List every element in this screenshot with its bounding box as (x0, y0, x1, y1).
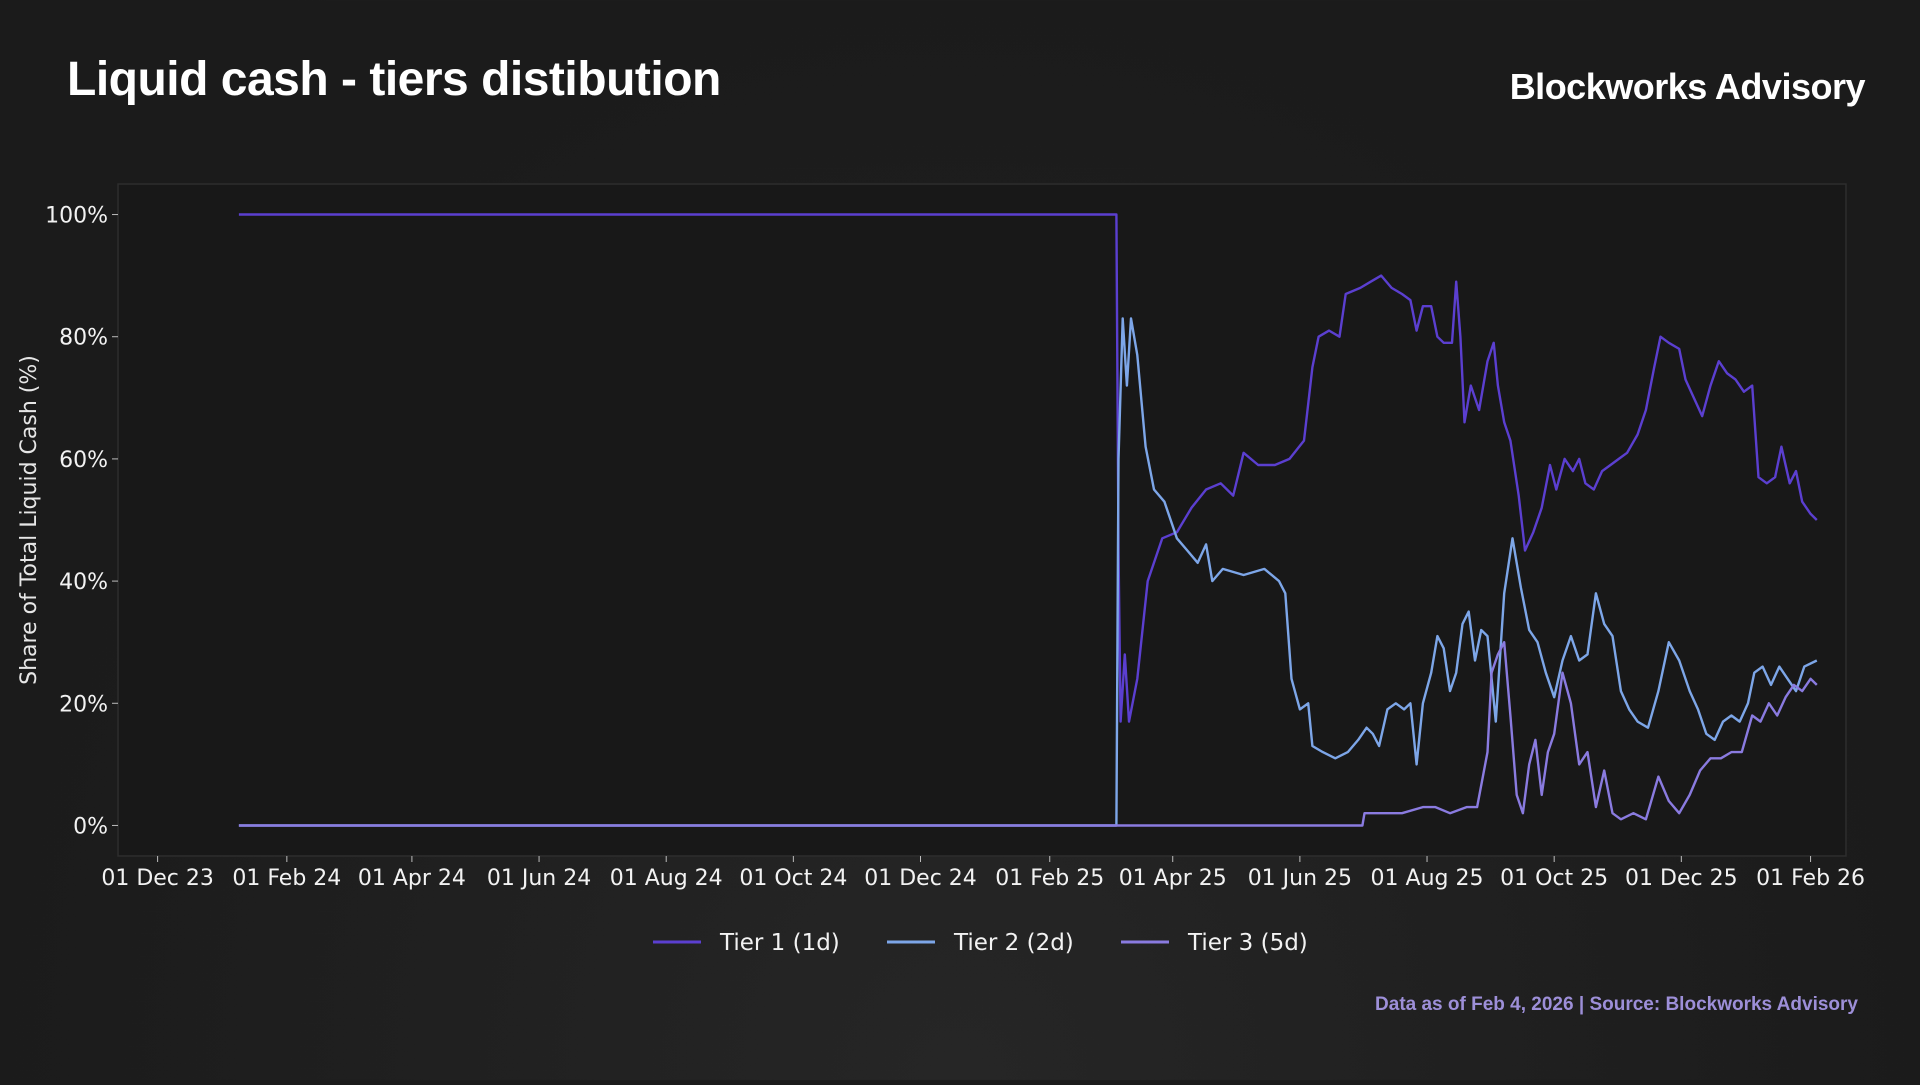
y-axis-title: Share of Total Liquid Cash (%) (17, 355, 42, 685)
legend: Tier 1 (1d) Tier 2 (2d) Tier 3 (5d) (653, 930, 1308, 956)
plot-area (117, 183, 1847, 857)
x-tick-label: 01 Apr 24 (358, 866, 466, 891)
x-tick-label: 01 Feb 25 (995, 866, 1104, 891)
y-tick-label: 100% (45, 204, 108, 229)
y-tick-label: 80% (59, 326, 108, 351)
legend-label-tier-2: Tier 2 (2d) (953, 930, 1074, 956)
x-tick-label: 01 Jun 25 (1248, 866, 1352, 891)
x-tick-label: 01 Oct 25 (1500, 866, 1608, 891)
legend-label-tier-3: Tier 3 (5d) (1187, 930, 1308, 956)
y-tick-label: 0% (73, 814, 108, 839)
series-line-tier-3 (238, 641, 1818, 827)
x-tick-label: 01 Jun 24 (487, 866, 591, 891)
x-tick-label: 01 Dec 25 (1625, 866, 1738, 891)
page-title: Liquid cash - tiers distibution (67, 53, 721, 106)
y-axis: 0% 20% 40% 60% 80% 100% (45, 204, 118, 839)
x-tick-label: 01 Apr 25 (1119, 866, 1227, 891)
x-tick-label: 01 Feb 26 (1756, 866, 1865, 891)
x-axis: 01 Dec 23 01 Feb 24 01 Apr 24 01 Jun 24 01 A… (101, 856, 1865, 891)
x-tick-label: 01 Aug 24 (610, 866, 723, 891)
y-tick-label: 40% (59, 570, 108, 595)
y-tick-label: 60% (59, 448, 108, 473)
x-tick-label: 01 Dec 24 (864, 866, 977, 891)
x-tick-label: 01 Dec 23 (101, 866, 214, 891)
brand-logo: Blockworks Advisory (1509, 66, 1866, 107)
x-tick-label: 01 Aug 25 (1371, 866, 1484, 891)
series-layer (238, 213, 1818, 827)
y-tick-label: 20% (59, 692, 108, 717)
legend-label-tier-1: Tier 1 (1d) (719, 930, 840, 956)
x-tick-label: 01 Oct 24 (739, 866, 847, 891)
source-note: Data as of Feb 4, 2026 | Source: Blockwo… (1375, 994, 1858, 1015)
series-line-tier-1 (238, 213, 1818, 723)
x-tick-label: 01 Feb 24 (232, 866, 341, 891)
series-line-tier-2 (238, 317, 1818, 827)
